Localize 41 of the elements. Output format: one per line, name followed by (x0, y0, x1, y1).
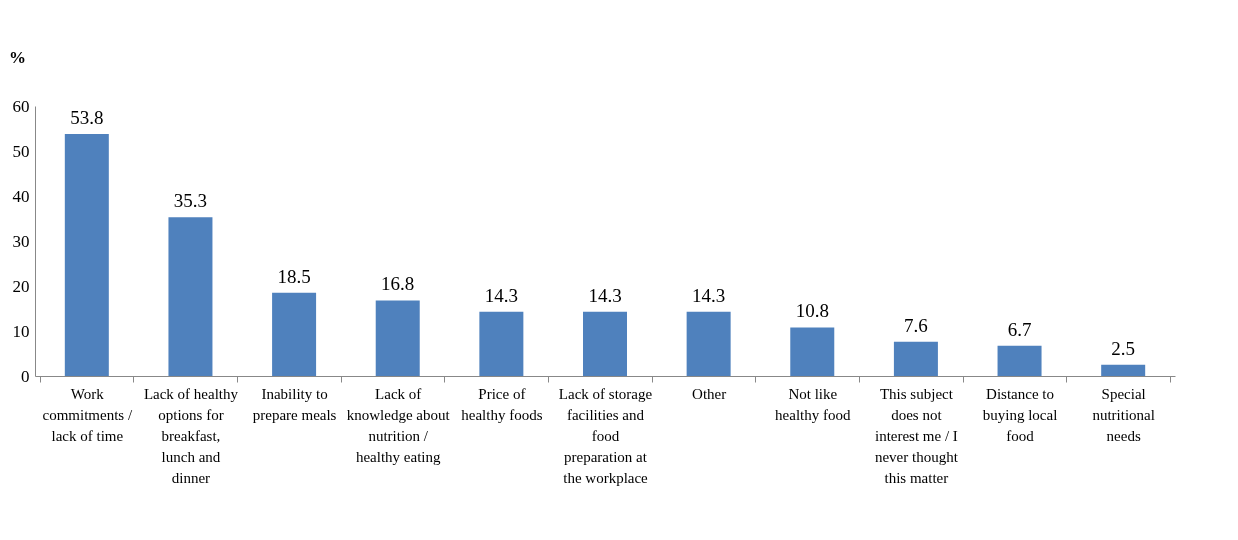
data-label: 2.5 (1111, 337, 1136, 359)
data-label: 14.3 (484, 284, 518, 306)
data-label: 10.8 (795, 300, 829, 322)
bar (1101, 364, 1146, 376)
bar (997, 345, 1042, 376)
bar (479, 311, 524, 376)
bar (64, 133, 109, 376)
data-label: 7.6 (904, 314, 928, 336)
y-tick-label: 50 (12, 141, 30, 161)
data-label: 35.3 (173, 190, 208, 212)
x-tick-label: Lack of healthy options for breakfast, lunch and dinner (143, 385, 239, 486)
y-tick-label: 10 (12, 321, 30, 341)
x-tick-label: Special nutritional needs (1092, 385, 1155, 444)
x-tick-label: Distance to buying local food (982, 385, 1058, 444)
bar (893, 341, 938, 376)
data-label: 53.8 (70, 106, 104, 128)
bar (272, 292, 317, 376)
x-tick-label: Lack of knowledge about nutrition / healthy eating (346, 385, 451, 465)
y-tick-label: 40 (12, 186, 30, 206)
y-tick-label: 30 (12, 231, 30, 251)
bar (790, 327, 835, 376)
bar (686, 311, 731, 376)
x-tick-label: This subject does not interest me / I never thought this matter (874, 385, 959, 486)
y-tick-label: 60 (12, 96, 30, 116)
bar (583, 311, 627, 376)
x-tick-label: Work commitments / lack of time (42, 385, 133, 444)
data-label: 14.3 (588, 284, 622, 306)
x-tick-label: Not like healthy food (775, 385, 851, 423)
data-label: 16.8 (381, 273, 415, 295)
data-label: 14.3 (692, 284, 726, 306)
bar (375, 300, 420, 376)
bar (168, 217, 213, 376)
data-label: 18.5 (277, 265, 311, 287)
y-tick-label: 0 (21, 366, 30, 386)
data-label: 6.7 (1007, 318, 1032, 340)
x-tick-label: Other (692, 385, 727, 402)
y-tick-label: 20 (12, 276, 30, 296)
x-tick-label: Lack of storage facilities and food preparation at the workplace (558, 385, 653, 486)
x-tick-label: Price of healthy foods (461, 385, 543, 423)
x-tick-label: Inability to prepare meals (252, 385, 337, 423)
y-axis-title: % (9, 47, 26, 67)
